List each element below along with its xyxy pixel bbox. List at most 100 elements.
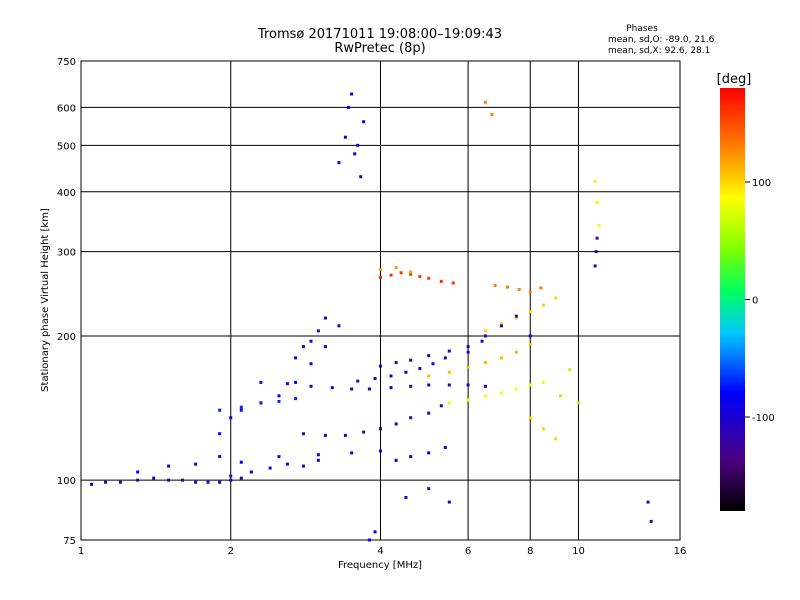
data-point bbox=[593, 180, 597, 184]
colorbar-tick-label: -100 bbox=[752, 413, 775, 424]
data-point bbox=[443, 356, 447, 360]
data-point bbox=[218, 480, 222, 484]
data-point bbox=[373, 530, 377, 534]
data-point bbox=[343, 433, 347, 437]
data-point bbox=[206, 480, 210, 484]
x-axis-label: Frequency [MHz] bbox=[338, 560, 422, 571]
data-point bbox=[528, 309, 532, 313]
data-point bbox=[499, 391, 503, 395]
data-point bbox=[514, 314, 518, 318]
data-point bbox=[466, 383, 470, 387]
data-point bbox=[404, 495, 408, 499]
x-tick-label: 10 bbox=[572, 546, 585, 557]
data-point bbox=[483, 334, 487, 338]
scatter-points bbox=[90, 92, 653, 542]
chart-title: Tromsø 20171011 19:08:00–19:09:43 bbox=[257, 27, 502, 42]
data-point bbox=[323, 316, 327, 320]
data-point bbox=[404, 370, 408, 374]
data-point bbox=[239, 476, 243, 480]
data-point bbox=[394, 361, 398, 365]
data-point bbox=[447, 370, 451, 374]
data-point bbox=[427, 276, 431, 280]
data-point bbox=[218, 455, 222, 459]
data-point bbox=[229, 474, 233, 478]
data-point bbox=[379, 364, 382, 368]
x-tick-label: 1 bbox=[78, 546, 84, 557]
data-point bbox=[268, 466, 272, 470]
data-point bbox=[418, 367, 422, 371]
data-point bbox=[239, 460, 243, 464]
data-point bbox=[439, 279, 443, 283]
data-point bbox=[136, 470, 140, 474]
data-point bbox=[301, 432, 305, 436]
data-point bbox=[367, 538, 371, 542]
data-point bbox=[505, 285, 509, 289]
data-point bbox=[356, 143, 360, 147]
data-point bbox=[649, 519, 653, 523]
data-point bbox=[218, 432, 222, 436]
data-point bbox=[593, 264, 597, 268]
data-point bbox=[323, 345, 327, 349]
data-point bbox=[353, 152, 357, 156]
data-point bbox=[239, 405, 243, 409]
y-tick-label: 200 bbox=[57, 332, 76, 343]
data-point bbox=[528, 416, 532, 420]
data-point bbox=[249, 470, 253, 474]
data-point bbox=[466, 345, 470, 349]
data-point bbox=[379, 449, 382, 453]
data-point bbox=[499, 356, 503, 360]
data-point bbox=[568, 368, 572, 372]
data-point bbox=[356, 379, 360, 383]
data-point bbox=[493, 283, 497, 287]
x-tick-label: 2 bbox=[228, 546, 234, 557]
data-point bbox=[394, 265, 398, 269]
data-point bbox=[343, 135, 347, 139]
colorbar-tick-label: 0 bbox=[752, 296, 758, 307]
data-point bbox=[447, 500, 451, 504]
data-point bbox=[194, 462, 198, 466]
y-tick-label: 750 bbox=[57, 57, 76, 68]
data-point bbox=[389, 386, 393, 390]
x-tick-label: 8 bbox=[527, 546, 533, 557]
data-point bbox=[389, 273, 393, 277]
data-point bbox=[514, 387, 518, 391]
data-point bbox=[373, 377, 377, 381]
data-point bbox=[394, 422, 398, 426]
data-point bbox=[316, 329, 320, 333]
data-point bbox=[181, 478, 185, 482]
data-point bbox=[167, 478, 171, 482]
data-point bbox=[218, 408, 222, 412]
data-point bbox=[554, 437, 558, 441]
grid-lines bbox=[81, 61, 680, 540]
data-point bbox=[597, 224, 601, 228]
data-point bbox=[347, 105, 351, 109]
data-point bbox=[399, 271, 403, 275]
data-point bbox=[294, 380, 298, 384]
data-point bbox=[554, 296, 558, 300]
data-point bbox=[483, 394, 487, 398]
data-point bbox=[389, 374, 393, 378]
data-point bbox=[443, 445, 447, 449]
data-point bbox=[103, 480, 107, 484]
data-point bbox=[447, 383, 451, 387]
data-point bbox=[167, 464, 171, 468]
data-point bbox=[350, 451, 354, 455]
data-point bbox=[362, 430, 366, 434]
data-point bbox=[394, 458, 398, 462]
data-point bbox=[594, 250, 598, 254]
data-point bbox=[447, 349, 451, 353]
data-point bbox=[136, 478, 140, 482]
data-point bbox=[409, 358, 413, 362]
data-point bbox=[259, 401, 263, 405]
data-point bbox=[330, 386, 334, 390]
data-point bbox=[499, 324, 503, 328]
data-point bbox=[409, 272, 413, 276]
data-point bbox=[418, 275, 422, 279]
data-point bbox=[517, 288, 521, 292]
data-point bbox=[528, 383, 532, 387]
data-point bbox=[362, 120, 366, 124]
colorbar bbox=[720, 88, 745, 511]
data-point bbox=[409, 416, 413, 420]
y-tick-labels: 75 100 200 300 400 500 600 750 bbox=[57, 57, 76, 547]
y-tick-label: 100 bbox=[57, 476, 76, 487]
